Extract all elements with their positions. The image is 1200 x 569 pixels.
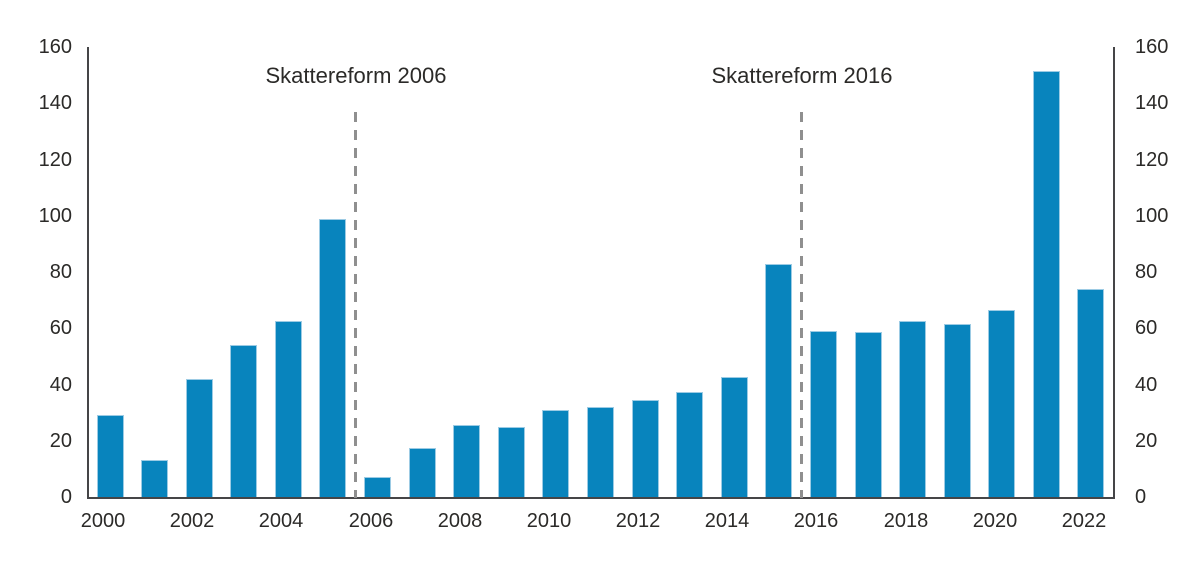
y-tick-left-120: 120	[38, 149, 72, 171]
y-tick-right-120: 120	[1135, 149, 1169, 171]
bar-2000	[96, 415, 124, 497]
bar-2001	[141, 460, 169, 497]
y-tick-left-20: 20	[49, 430, 72, 452]
bar-2019	[943, 324, 971, 497]
x-tick-2000: 2000	[80, 510, 126, 532]
bar-2011	[586, 407, 614, 497]
y-tick-right-20: 20	[1135, 430, 1158, 452]
bar-2004	[274, 321, 302, 497]
bar-2010	[542, 410, 570, 497]
x-tick-2008: 2008	[437, 510, 483, 532]
y-axis-right-line	[1113, 47, 1115, 499]
bar-2020	[988, 310, 1016, 497]
reform-2016-dashed-line	[800, 112, 803, 498]
bar-2006	[364, 477, 392, 497]
y-tick-left-40: 40	[49, 374, 72, 396]
y-tick-left-160: 160	[38, 36, 72, 58]
x-tick-2016: 2016	[793, 510, 839, 532]
bar-2018	[899, 321, 927, 497]
bar-2007	[408, 448, 436, 497]
x-tick-2012: 2012	[615, 510, 661, 532]
plot-area	[88, 47, 1114, 497]
bar-2002	[185, 379, 213, 497]
bar-2012	[631, 400, 659, 497]
reform-2016-label: Skattereform 2016	[711, 63, 893, 88]
x-tick-2014: 2014	[704, 510, 750, 532]
x-axis-line	[87, 497, 1115, 499]
y-tick-right-40: 40	[1135, 374, 1158, 396]
bar-2009	[497, 427, 525, 497]
bar-2022	[1077, 289, 1105, 497]
bar-2005	[319, 219, 347, 497]
y-tick-right-140: 140	[1135, 92, 1169, 114]
bar-2013	[676, 392, 704, 497]
x-tick-2020: 2020	[972, 510, 1018, 532]
bar-2014	[720, 377, 748, 497]
y-tick-right-80: 80	[1135, 261, 1158, 283]
y-tick-right-60: 60	[1135, 317, 1158, 339]
y-tick-left-0: 0	[60, 486, 72, 508]
bar-2008	[453, 425, 481, 497]
x-tick-2010: 2010	[526, 510, 572, 532]
bar-2015	[765, 264, 793, 497]
reform-2006-dashed-line	[354, 112, 357, 498]
bar-2021	[1032, 71, 1060, 497]
y-tick-left-80: 80	[49, 261, 72, 283]
bar-2016	[809, 331, 837, 497]
reform-2006-label: Skattereform 2006	[265, 63, 447, 88]
y-tick-right-0: 0	[1135, 486, 1147, 508]
y-tick-right-100: 100	[1135, 205, 1169, 227]
bar-2003	[230, 345, 258, 497]
y-axis-left-line	[87, 47, 89, 499]
x-tick-2018: 2018	[883, 510, 929, 532]
y-tick-left-140: 140	[38, 92, 72, 114]
y-tick-right-160: 160	[1135, 36, 1169, 58]
y-tick-left-100: 100	[38, 205, 72, 227]
bar-2017	[854, 332, 882, 497]
x-tick-2022: 2022	[1061, 510, 1107, 532]
x-tick-2004: 2004	[258, 510, 304, 532]
y-tick-left-60: 60	[49, 317, 72, 339]
x-tick-2002: 2002	[169, 510, 215, 532]
x-tick-2006: 2006	[348, 510, 394, 532]
